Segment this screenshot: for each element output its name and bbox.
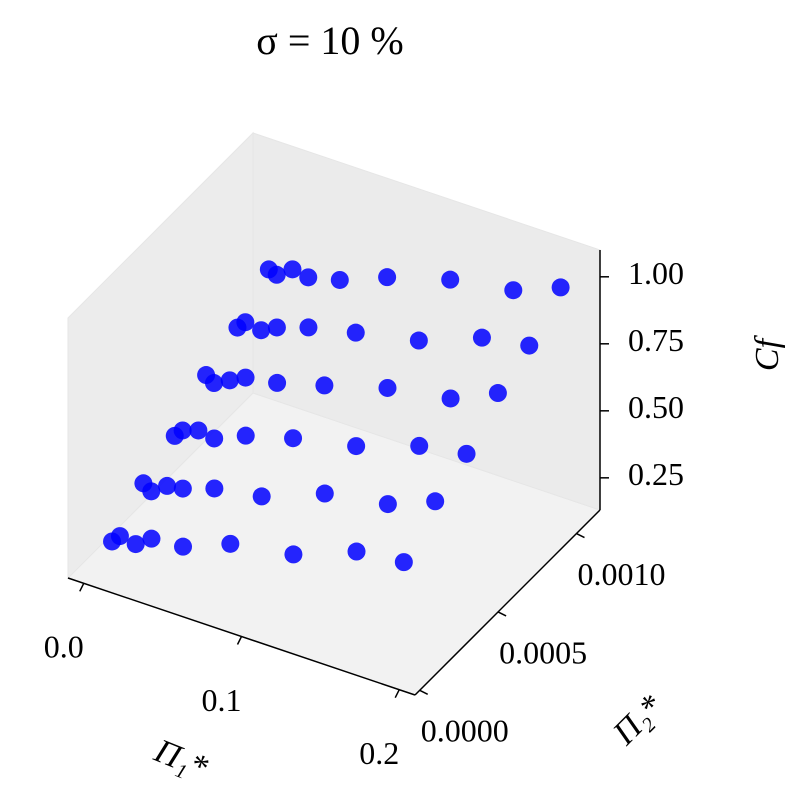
data-point bbox=[551, 278, 570, 297]
data-point bbox=[441, 389, 460, 408]
data-point bbox=[221, 534, 240, 553]
data-point bbox=[174, 537, 193, 556]
data-point bbox=[504, 281, 523, 300]
data-point bbox=[409, 331, 428, 350]
x-tick-label: 0.2 bbox=[359, 735, 399, 771]
data-point bbox=[299, 318, 318, 337]
data-point bbox=[236, 426, 255, 445]
data-point bbox=[299, 268, 318, 287]
data-point bbox=[315, 484, 334, 503]
data-point bbox=[488, 384, 507, 403]
x-tick bbox=[394, 689, 400, 699]
z-tick-label: 0.50 bbox=[628, 389, 684, 425]
data-point bbox=[346, 323, 365, 342]
x-tick bbox=[236, 636, 243, 645]
z-axis-label: Cf bbox=[749, 334, 786, 371]
data-point bbox=[204, 374, 223, 393]
data-point bbox=[394, 553, 413, 572]
data-point bbox=[410, 436, 429, 455]
data-point bbox=[378, 378, 397, 397]
data-point bbox=[205, 429, 224, 448]
data-point bbox=[142, 482, 161, 501]
data-point bbox=[378, 495, 397, 514]
z-tick-label: 0.25 bbox=[628, 456, 684, 492]
data-point bbox=[267, 265, 286, 284]
data-point bbox=[284, 545, 303, 564]
data-point bbox=[347, 542, 366, 561]
data-point bbox=[189, 421, 208, 440]
x-tick-label: 0.0 bbox=[44, 629, 84, 665]
data-point bbox=[472, 328, 491, 347]
y-tick-label: 0.0010 bbox=[577, 556, 665, 592]
data-point bbox=[142, 529, 161, 548]
data-point bbox=[126, 535, 145, 554]
data-point bbox=[110, 527, 129, 546]
panes bbox=[67, 131, 601, 696]
data-point bbox=[252, 487, 271, 506]
data-point bbox=[315, 376, 334, 395]
data-point bbox=[330, 270, 349, 289]
data-point bbox=[236, 313, 255, 332]
data-point bbox=[173, 479, 192, 498]
y-tick bbox=[419, 689, 429, 695]
data-point bbox=[173, 421, 192, 440]
data-point bbox=[284, 429, 303, 448]
data-point bbox=[283, 260, 302, 279]
data-point bbox=[220, 371, 239, 390]
y-tick-label: 0.0005 bbox=[499, 634, 587, 670]
y-tick bbox=[576, 532, 585, 539]
x-axis-label: Π₁* bbox=[148, 732, 212, 787]
z-tick-label: 1.00 bbox=[628, 255, 684, 291]
z-tick-label: 0.75 bbox=[628, 322, 684, 358]
chart-title: σ = 10 % bbox=[256, 18, 403, 63]
data-point bbox=[378, 268, 397, 287]
data-point bbox=[268, 373, 287, 392]
x-tick-label: 0.1 bbox=[202, 682, 242, 718]
data-point bbox=[457, 444, 476, 463]
data-point bbox=[236, 368, 255, 387]
data-point bbox=[252, 321, 271, 340]
data-point bbox=[520, 336, 539, 355]
data-point bbox=[347, 437, 366, 456]
x-tick bbox=[79, 582, 85, 592]
y-axis bbox=[414, 509, 601, 696]
data-point bbox=[205, 479, 224, 498]
data-point bbox=[158, 476, 177, 495]
data-point bbox=[441, 270, 460, 289]
y-tick bbox=[497, 611, 507, 617]
data-point bbox=[267, 318, 286, 337]
y-axis-label: Π₂* bbox=[605, 688, 670, 753]
y-tick-label: 0.0000 bbox=[421, 713, 509, 749]
data-point bbox=[426, 492, 445, 511]
